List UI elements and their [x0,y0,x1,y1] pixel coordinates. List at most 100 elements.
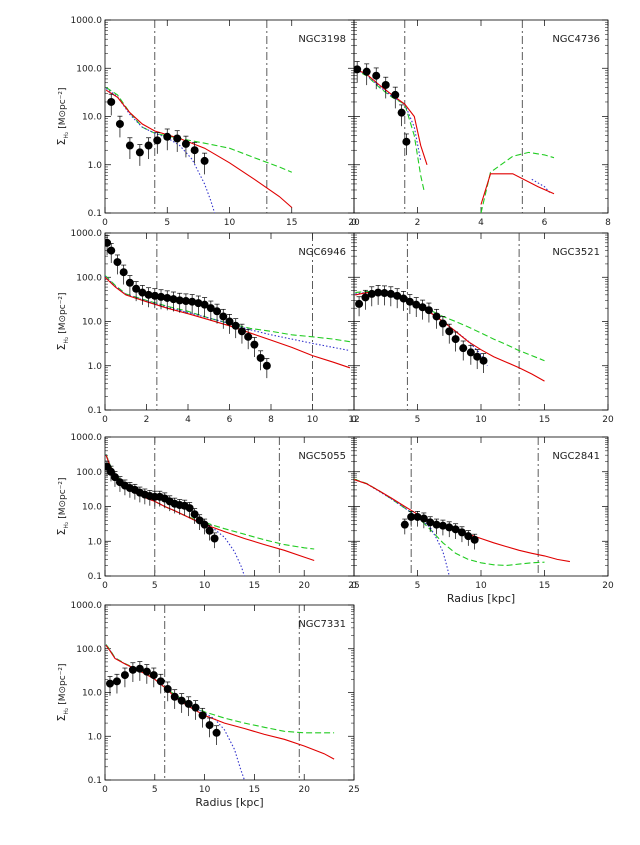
x-tick-label: 15 [539,581,550,591]
x-tick-label: 0 [102,785,108,795]
x-axis-label: Radius [kpc] [447,592,515,605]
data-point [205,721,214,730]
y-axis-label: ΣH₂ [M⊙pc⁻²] [55,87,70,145]
x-tick-label: 0 [351,581,357,591]
data-point [367,289,376,298]
model-curves [105,644,335,780]
data-point [105,679,114,688]
panel-title: NGC6946 [298,247,346,258]
data-point [407,512,416,521]
data-point [473,352,482,361]
x-tick-label: 5 [152,785,158,795]
data-point [438,319,447,328]
data-point [110,473,119,482]
x-tick-label: 20 [298,785,310,795]
data-point [426,518,435,527]
x-tick-label: 15 [286,218,297,228]
data-point [163,132,172,141]
x-tick-label: 15 [539,415,550,425]
x-tick-label: 0 [351,218,357,228]
model-curves [354,478,570,576]
y-tick-label: 100.0 [76,645,102,655]
data-point [419,514,428,523]
y-axis-label: ΣH₂ [M⊙pc⁻²] [55,292,70,350]
model-curve-green [354,478,545,567]
model-curve-red [355,292,545,382]
model-curve-red [354,478,570,563]
data-point [400,520,409,529]
data-point [438,521,447,530]
x-tick-label: 0 [351,415,357,425]
data-point [190,146,199,155]
y-tick-label: 10.0 [82,113,102,123]
data-point [212,728,221,737]
data-point [144,290,153,299]
y-tick-label: 100.0 [76,468,102,478]
panel-ngc4736: 0 2 4 6 8 NGC4736 [351,19,611,228]
y-axis-label: ΣH₂ [M⊙pc⁻²] [55,477,70,535]
y-tick-label: 0.1 [88,776,102,786]
x-axis-label: Radius [kpc] [195,796,263,809]
data-point [225,317,234,326]
data-point [457,528,466,537]
data-point [262,361,271,370]
data-point [188,297,197,306]
data-point [372,71,381,80]
panel-title: NGC3521 [552,247,600,258]
panel-title: NGC2841 [552,451,600,462]
data-point [149,671,158,680]
x-tick-label: 20 [348,218,360,228]
y-tick-label: 1.0 [88,537,103,547]
model-curve-red [105,89,293,208]
data-point [119,268,128,277]
panel-ngc3521: 0 5 10 15 20 NGC3521 [351,232,614,425]
panel-title: NGC3198 [298,34,346,45]
y-tick-label: 0.1 [88,406,102,416]
y-tick-label: 0.1 [88,572,102,582]
data-point [413,512,422,521]
x-tick-label: 10 [224,218,236,228]
model-curve-green [105,275,350,343]
panel-frame [104,19,355,214]
model-curve-green [480,151,555,213]
data-point [479,356,488,365]
x-tick-label: 10 [475,415,487,425]
data-point [113,258,122,267]
data-point [198,711,207,720]
data-point [163,293,172,302]
y-tick-label: 100.0 [76,273,102,283]
data-point [432,520,441,529]
panel-ngc5055: 0.1 1.0 10.0 100.0 1000.0 0 5 10 15 20 25 NGC5055 ΣH… [55,433,360,591]
x-tick-label: 15 [249,581,260,591]
data-point [354,65,362,74]
data-point [177,696,186,705]
x-tick-label: 4 [478,218,484,228]
x-tick-label: 5 [415,581,421,591]
data-point [374,288,383,297]
x-tick-label: 6 [542,218,548,228]
data-point [206,304,215,313]
data-point [135,148,144,157]
data-point [355,299,364,308]
panel-ngc3198: 0.1 1.0 10.0 100.0 1000.0 0 5 10 15 20 NGC3198 ΣH₂ … [55,16,360,228]
data-point [250,340,259,349]
model-curves [354,61,555,213]
data-point [128,665,137,674]
data-point [424,306,433,315]
data-point [256,353,265,362]
x-tick-label: 20 [298,581,310,591]
data-point [464,532,473,541]
data-point [181,139,190,148]
data-point [173,134,182,143]
data-point [451,525,460,534]
data-point [120,671,129,680]
data-point [194,299,203,308]
x-tick-label: 10 [475,581,487,591]
x-tick-label: 25 [348,581,359,591]
y-tick-label: 100.0 [76,64,102,74]
data-point [125,278,134,287]
data-point [466,348,475,357]
data-point [170,692,179,701]
data-point [200,300,209,309]
